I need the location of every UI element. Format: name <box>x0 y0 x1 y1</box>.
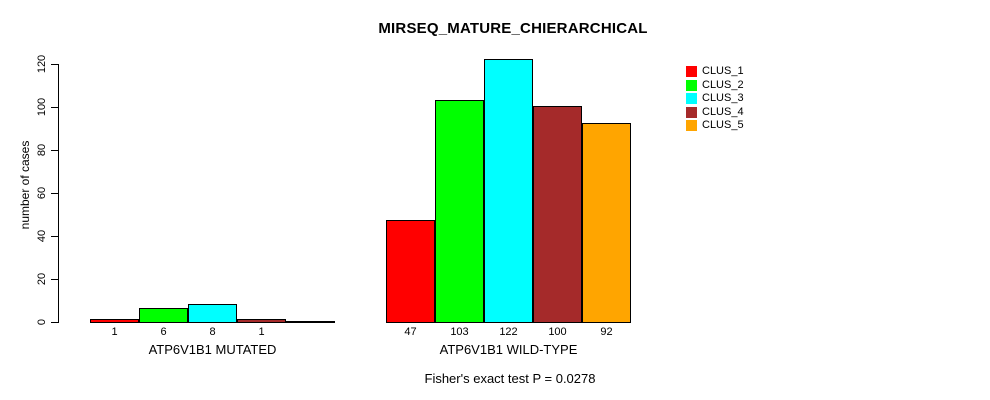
y-tick-label: 120 <box>36 54 48 74</box>
y-tick-label: 0 <box>36 318 48 326</box>
bar-clus_2 <box>139 308 188 323</box>
y-tick <box>51 107 58 108</box>
bar-clus_1 <box>90 319 139 323</box>
legend-swatch-clus_1 <box>686 66 697 77</box>
legend-label-clus_1: CLUS_1 <box>702 65 744 77</box>
legend-label-clus_2: CLUS_2 <box>702 78 744 91</box>
y-tick-label: 100 <box>36 97 48 117</box>
bar-value-label: 47 <box>404 326 417 338</box>
bar-value-label: 100 <box>548 326 567 338</box>
y-tick <box>51 193 58 194</box>
bar-value-label: 1 <box>111 326 118 338</box>
y-tick <box>51 64 58 65</box>
bar-value-label: 103 <box>450 326 469 338</box>
bar-value-label: 8 <box>209 326 216 338</box>
legend-label-clus_5: CLUS_5 <box>702 119 744 131</box>
legend-swatch-clus_5 <box>686 120 697 131</box>
chart-title: MIRSEQ_MATURE_CHIERARCHICAL <box>378 20 648 37</box>
y-tick-label: 60 <box>36 186 48 200</box>
bar-clus_1 <box>386 220 435 323</box>
bar-value-label: 1 <box>258 326 265 338</box>
legend-swatch-clus_4 <box>686 106 697 118</box>
bar-clus_4 <box>237 319 286 323</box>
x-group-label-mutated: ATP6V1B1 MUTATED <box>148 342 277 357</box>
footnote-pvalue: Fisher's exact test P = 0.0278 <box>424 371 596 386</box>
y-tick-label: 40 <box>36 229 48 243</box>
bar-value-label: 92 <box>600 326 613 338</box>
y-tick <box>51 150 58 151</box>
bar-clus_3 <box>188 304 237 323</box>
y-axis-title: number of cases <box>18 140 32 230</box>
y-axis-line <box>58 64 59 323</box>
y-tick-label: 80 <box>36 143 48 157</box>
legend-swatch-clus_3 <box>686 93 697 104</box>
legend-label-clus_3: CLUS_3 <box>702 92 744 104</box>
bar-clus_3 <box>484 59 533 323</box>
y-tick-label: 20 <box>36 272 48 286</box>
bar-clus_5 <box>582 123 631 323</box>
bar-clus_5 <box>286 321 335 323</box>
legend-label-clus_4: CLUS_4 <box>702 105 744 118</box>
bar-clus_4 <box>533 106 582 323</box>
bar-value-label: 6 <box>160 326 167 338</box>
bar-clus_2 <box>435 100 484 323</box>
x-group-label-wildtype: ATP6V1B1 WILD-TYPE <box>439 342 578 357</box>
legend-swatch-clus_2 <box>686 79 697 91</box>
bar-value-label: 122 <box>499 326 518 338</box>
y-tick <box>51 322 58 323</box>
y-tick <box>51 236 58 237</box>
y-tick <box>51 279 58 280</box>
